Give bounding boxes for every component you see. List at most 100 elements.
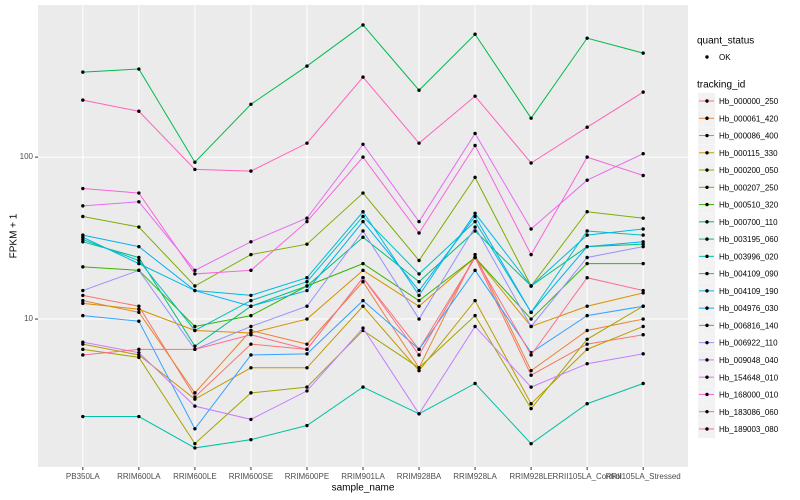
data-point (81, 313, 85, 318)
data-point (305, 304, 309, 308)
data-point (585, 244, 589, 249)
data-point (193, 160, 197, 164)
data-point (249, 304, 253, 308)
data-point (641, 352, 645, 356)
data-point (361, 298, 365, 303)
data-point (305, 389, 309, 393)
data-point (361, 326, 365, 330)
data-point (529, 324, 533, 329)
data-point (193, 167, 197, 172)
legend-key (705, 151, 709, 155)
x-tick-label: RRIM928LA (453, 472, 497, 481)
legend-key (705, 340, 709, 345)
data-point (417, 258, 421, 263)
legend-label: Hb_003195_060 (719, 235, 779, 244)
data-point (137, 350, 141, 355)
data-point (585, 337, 589, 341)
x-tick-label: RRIM928LE (509, 472, 553, 481)
legend-label: Hb_000700_110 (719, 218, 778, 227)
data-point (361, 210, 365, 214)
legend-title: tracking_id (697, 80, 745, 91)
data-point (417, 219, 421, 224)
data-point (585, 304, 589, 308)
data-point (473, 298, 477, 303)
x-tick-label: RRIM901LA (341, 472, 385, 481)
data-point (473, 219, 477, 224)
data-point (529, 406, 533, 411)
data-point (193, 427, 197, 431)
data-point (193, 288, 197, 293)
legend-label: Hb_004109_190 (719, 287, 779, 296)
data-point (81, 186, 85, 191)
data-point (417, 368, 421, 373)
data-point (305, 219, 309, 224)
legend-key (705, 220, 709, 224)
data-point (193, 328, 197, 333)
legend-label: Hb_154648_010 (719, 373, 779, 382)
data-point (249, 293, 253, 298)
data-point (305, 64, 309, 68)
data-point (249, 342, 253, 346)
data-point (137, 200, 141, 204)
data-point (585, 362, 589, 366)
legend-key (705, 133, 709, 138)
data-point (81, 214, 85, 219)
data-point (137, 310, 141, 315)
data-point (193, 284, 197, 288)
x-tick-label: RRII105LA_Stressed (606, 472, 681, 481)
data-point (137, 225, 141, 229)
data-point (137, 319, 141, 323)
legend-label: Hb_189003_080 (719, 425, 779, 434)
legend-label: Hb_000207_250 (719, 183, 779, 192)
data-point (361, 155, 365, 159)
data-point (305, 423, 309, 428)
data-point (585, 276, 589, 280)
data-point (473, 324, 477, 329)
data-point (249, 328, 253, 333)
data-point (529, 368, 533, 373)
data-point (417, 298, 421, 303)
data-point (193, 268, 197, 273)
data-point (585, 402, 589, 406)
data-point (81, 288, 85, 293)
legend-label: Hb_006922_110 (719, 339, 778, 348)
y-axis-label: FPKM + 1 (9, 213, 20, 258)
data-point (473, 313, 477, 318)
data-point (585, 210, 589, 214)
data-point (529, 317, 533, 321)
data-point (529, 284, 533, 288)
data-point (305, 366, 309, 370)
data-point (249, 333, 253, 337)
legend-key (705, 358, 709, 362)
data-point (641, 381, 645, 386)
data-point (529, 310, 533, 315)
data-point (361, 229, 365, 233)
legend-label: Hb_000061_420 (719, 114, 779, 123)
data-point (305, 280, 309, 284)
data-point (305, 385, 309, 389)
data-point (137, 268, 141, 273)
data-point (305, 352, 309, 356)
data-point (249, 417, 253, 422)
data-point (81, 293, 85, 298)
data-point (137, 355, 141, 360)
legend-label: Hb_000086_400 (719, 132, 779, 141)
data-point (81, 70, 85, 74)
data-point (417, 272, 421, 276)
legend-key (705, 306, 709, 310)
data-point (641, 333, 645, 337)
data-point (585, 229, 589, 233)
legend-key (705, 237, 709, 241)
data-point (193, 344, 197, 348)
data-point (305, 216, 309, 220)
data-point (81, 414, 85, 419)
data-point (361, 235, 365, 239)
data-point (193, 404, 197, 408)
data-point (473, 252, 477, 257)
data-point (529, 353, 533, 357)
data-point (305, 317, 309, 321)
data-point (641, 90, 645, 94)
data-point (417, 366, 421, 370)
legend-key (705, 271, 709, 276)
legend-label: Hb_004976_030 (719, 304, 779, 313)
